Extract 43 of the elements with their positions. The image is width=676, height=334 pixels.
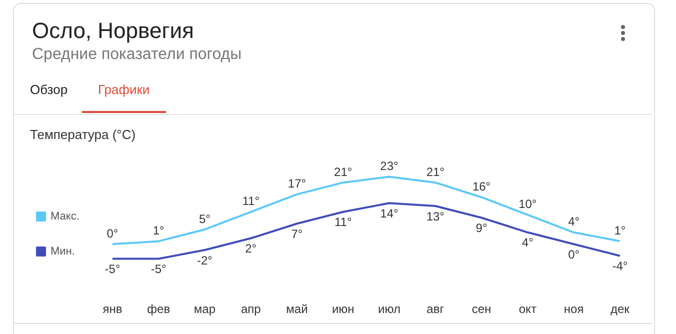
- x-tick-label: апр: [240, 302, 262, 316]
- data-label: 1°: [614, 224, 626, 238]
- x-tick-label: авг: [426, 302, 445, 316]
- data-label: 16°: [472, 180, 491, 194]
- x-tick-label: окт: [518, 302, 537, 316]
- data-label: 4°: [522, 236, 534, 250]
- text: Графики: [98, 82, 150, 97]
- x-tick-label: сен: [472, 302, 492, 316]
- data-label: 21°: [426, 164, 445, 179]
- x-tick-label: фев: [147, 302, 170, 316]
- x-tick-label: июн: [332, 302, 354, 316]
- data-label: 10°: [518, 197, 537, 212]
- x-tick-label: мар: [194, 302, 216, 316]
- data-label: 7°: [291, 226, 303, 241]
- data-label: -4°: [612, 259, 628, 274]
- data-label: 2°: [245, 242, 257, 256]
- x-tick-label: янв: [102, 302, 122, 316]
- data-label: 14°: [380, 206, 399, 220]
- data-label: 5°: [198, 212, 211, 226]
- text: Температура (°C): [30, 127, 136, 142]
- x-tick-label: июл: [378, 302, 400, 316]
- data-label: 21°: [334, 164, 352, 179]
- data-label: 1°: [152, 224, 165, 238]
- x-tick-label: май: [286, 302, 308, 316]
- data-label: 0°: [106, 226, 118, 240]
- data-label: -2°: [196, 253, 213, 268]
- data-label: 13°: [426, 209, 445, 224]
- chart-title: Осло, Норвегия: [32, 18, 194, 44]
- data-label: 23°: [380, 159, 399, 174]
- text: Обзор: [30, 82, 68, 97]
- data-label: 11°: [242, 194, 260, 208]
- chart-subtitle: Средние показатели погоды: [32, 46, 242, 64]
- data-label: 17°: [288, 176, 306, 191]
- x-tick-label: ноя: [564, 302, 584, 316]
- data-label: -5°: [104, 262, 120, 276]
- legend-label: Макс.: [50, 210, 80, 223]
- data-label: -5°: [150, 262, 167, 276]
- x-tick-label: дек: [610, 302, 630, 316]
- data-label: 4°: [568, 214, 580, 229]
- data-label: 9°: [476, 221, 488, 236]
- data-label: 0°: [568, 247, 580, 262]
- data-label: 11°: [334, 215, 352, 230]
- legend-label: Мин.: [50, 246, 75, 258]
